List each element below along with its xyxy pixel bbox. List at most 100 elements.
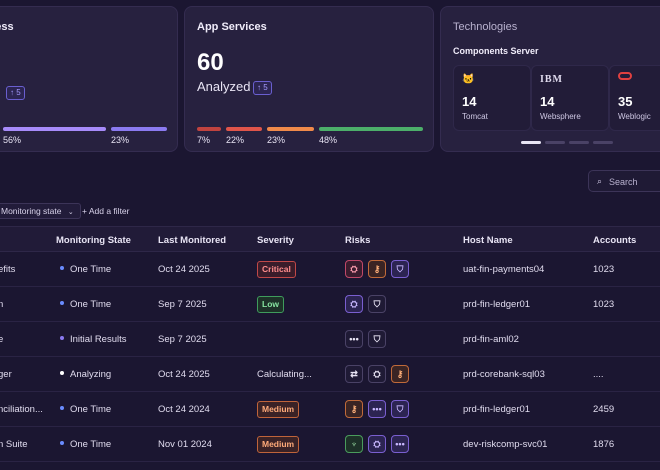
progress-pct-2: 23% [111, 135, 130, 145]
cell-monitoring-state: One Time [60, 299, 111, 310]
progress-pct-1: 56% [3, 135, 22, 145]
component-name: Weblogic [618, 112, 651, 121]
key-icon[interactable]: ⚷ [345, 400, 363, 418]
table-row[interactable]: n Suite One Time Nov 01 2024 Medium ♆ ⛭ ••• dev… [0, 427, 660, 462]
cell-last-monitored: Nov 01 2024 [158, 439, 212, 450]
carousel-dot[interactable] [545, 141, 565, 144]
shield-icon[interactable]: ⛉ [391, 400, 409, 418]
cell-monitoring-state: Initial Results [60, 334, 127, 345]
column-header-risks[interactable]: Risks [345, 235, 371, 246]
severity-badge: Medium [257, 436, 300, 453]
cell-accounts: 1876 [593, 439, 615, 450]
monitoring-state-label: One Time [70, 404, 112, 415]
search-input[interactable]: ⌕ Search [588, 170, 660, 192]
status-dot-icon [60, 441, 64, 446]
cell-app-name[interactable]: efits [0, 264, 16, 275]
severity-pct-low: 48% [319, 135, 338, 145]
component-name: Tomcat [462, 112, 488, 121]
progress-bar-segment-2 [111, 127, 167, 131]
monitoring-state-label: One Time [70, 264, 112, 275]
more-icon[interactable]: ••• [391, 435, 409, 453]
monitoring-state-label: Initial Results [70, 334, 127, 345]
more-icon[interactable]: ••• [368, 400, 386, 418]
cell-monitoring-state: One Time [60, 404, 111, 415]
severity-bar-medium [267, 127, 314, 131]
cell-monitoring-state: One Time [60, 439, 111, 450]
components-server-subtitle: Components Server [453, 46, 539, 56]
shield-icon[interactable]: ⛉ [368, 330, 386, 348]
status-dot-icon [60, 406, 64, 411]
component-count: 35 [618, 94, 633, 109]
cell-last-monitored: Sep 7 2025 [158, 334, 207, 345]
cell-severity: Calculating... [257, 369, 312, 380]
monitoring-state-label: One Time [70, 439, 112, 450]
progress-card: ress ↑ 5 56% 23% [0, 6, 178, 152]
settings-icon[interactable]: ⛭ [368, 435, 386, 453]
ibm-icon: IBM [540, 74, 563, 85]
technologies-card: Technologies Components Server 🐱 14 Tomc… [440, 6, 660, 152]
table-row[interactable]: nciliation... One Time Oct 24 2024 Medium ⚷ •… [0, 392, 660, 427]
cell-app-name[interactable]: e [0, 334, 4, 345]
more-icon[interactable]: ••• [345, 330, 363, 348]
component-tile-websphere[interactable]: IBM 14 Websphere [531, 65, 609, 131]
column-header-host-name[interactable]: Host Name [463, 235, 513, 246]
app-services-card: App Services 60 Analyzed ↑ 5 7% 22% 23% … [184, 6, 434, 152]
severity-badge: Critical [257, 261, 296, 278]
settings-icon[interactable]: ⛭ [345, 260, 363, 278]
column-header-accounts[interactable]: Accounts [593, 235, 637, 246]
search-icon: ⌕ [597, 176, 603, 186]
column-header-last-monitored[interactable]: Last Monitored [158, 235, 227, 246]
filter-chip-monitoring-state[interactable]: Monitoring state ⌄ [0, 203, 81, 219]
severity-pct-high: 22% [226, 135, 245, 145]
table-row[interactable]: e Initial Results Sep 7 2025 ••• ⛉ prd-fin-am… [0, 322, 660, 357]
settings-icon[interactable]: ⛭ [345, 295, 363, 313]
cell-last-monitored: Sep 7 2025 [158, 299, 207, 310]
cell-app-name[interactable]: ger [0, 369, 12, 380]
component-tile-tomcat[interactable]: 🐱 14 Tomcat [453, 65, 531, 131]
severity-pct-medium: 23% [267, 135, 286, 145]
cell-app-name[interactable]: nciliation... [0, 404, 43, 415]
cell-app-name[interactable]: n Suite [0, 439, 28, 450]
cell-accounts: 2459 [593, 404, 615, 415]
search-placeholder: Search [609, 177, 638, 187]
cell-host-name: dev-riskcomp-svc01 [463, 439, 548, 450]
carousel-dot[interactable] [569, 141, 589, 144]
table-row[interactable]: n One Time Sep 7 2025 Low ⛭ ⛉ prd-fin-ledger01… [0, 287, 660, 322]
cell-host-name: prd-corebank-sql03 [463, 369, 545, 380]
shield-icon[interactable]: ⛉ [368, 295, 386, 313]
table-row[interactable]: ger Analyzing Oct 24 2025 Calculating... ⇄ ⛭ ⚷… [0, 357, 660, 392]
component-name: Websphere [540, 112, 581, 121]
severity-badge: Low [257, 296, 284, 313]
cell-accounts: .... [593, 369, 604, 380]
monitoring-state-label: One Time [70, 299, 112, 310]
cell-last-monitored: Oct 24 2025 [158, 369, 210, 380]
column-header-severity[interactable]: Severity [257, 235, 294, 246]
status-dot-icon [60, 336, 64, 341]
settings-icon[interactable]: ⛭ [368, 365, 386, 383]
app-services-trend-pill: ↑ 5 [253, 81, 272, 95]
component-count: 14 [540, 94, 555, 109]
cell-accounts: 1023 [593, 299, 615, 310]
analyzed-label: Analyzed [197, 79, 251, 94]
key-icon[interactable]: ⚷ [368, 260, 386, 278]
carousel-dot[interactable] [593, 141, 613, 144]
key-icon[interactable]: ⚷ [391, 365, 409, 383]
severity-bar-high [226, 127, 262, 131]
column-header-monitoring-state[interactable]: Monitoring State [56, 235, 131, 246]
status-dot-icon [60, 301, 64, 306]
component-tile-weblogic[interactable]: 35 Weblogic [609, 65, 660, 131]
cactus-icon[interactable]: ♆ [345, 435, 363, 453]
status-dot-icon [60, 371, 64, 376]
cell-host-name: uat-fin-payments04 [463, 264, 545, 275]
network-icon[interactable]: ⇄ [345, 365, 363, 383]
analyzed-count: 60 [197, 49, 224, 76]
oracle-icon [618, 72, 632, 83]
shield-icon[interactable]: ⛉ [391, 260, 409, 278]
tomcat-icon: 🐱 [462, 74, 475, 85]
severity-badge: Medium [257, 401, 300, 418]
add-filter-button[interactable]: + Add a filter [82, 206, 130, 216]
status-dot-icon [60, 266, 64, 271]
table-row[interactable]: efits One Time Oct 24 2025 Critical ⛭ ⚷ ⛉ uat-f… [0, 252, 660, 287]
carousel-dot-active[interactable] [521, 141, 541, 144]
cell-app-name[interactable]: n [0, 299, 4, 310]
